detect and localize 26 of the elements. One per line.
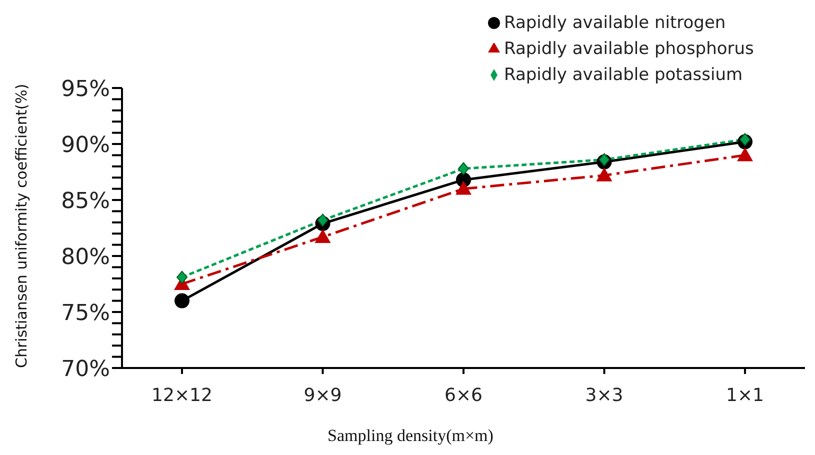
y-tick-label: 95% [61, 76, 110, 102]
x-tick-label: 6×6 [444, 384, 482, 406]
y-tick-label: 85% [61, 188, 110, 214]
y-tick-label: 75% [61, 300, 110, 326]
point [314, 228, 331, 243]
point [458, 162, 469, 176]
x-tick-label: 12×12 [152, 384, 212, 406]
point [740, 133, 750, 146]
x-tick-label: 3×3 [585, 384, 624, 406]
legend-label: Rapidly available phosphorus [504, 39, 754, 59]
point [596, 167, 612, 182]
y-axis-title: Christiansen uniformity coefficient(%) [12, 84, 30, 368]
x-axis-title: Sampling density(m×m) [326, 426, 494, 446]
y-tick-label: 90% [61, 132, 110, 158]
point [176, 270, 188, 284]
x-tick-label: 9×9 [304, 384, 342, 406]
y-tick-label: 70% [61, 356, 110, 382]
y-tick-label: 80% [61, 244, 110, 270]
x-tick-label: 1×1 [726, 384, 764, 406]
point [174, 293, 190, 308]
legend-label: Rapidly available nitrogen [504, 13, 726, 33]
point [456, 180, 472, 195]
legend-label: Rapidly available potassium [504, 65, 743, 85]
point [598, 153, 610, 166]
point [737, 147, 753, 162]
point [317, 214, 328, 227]
